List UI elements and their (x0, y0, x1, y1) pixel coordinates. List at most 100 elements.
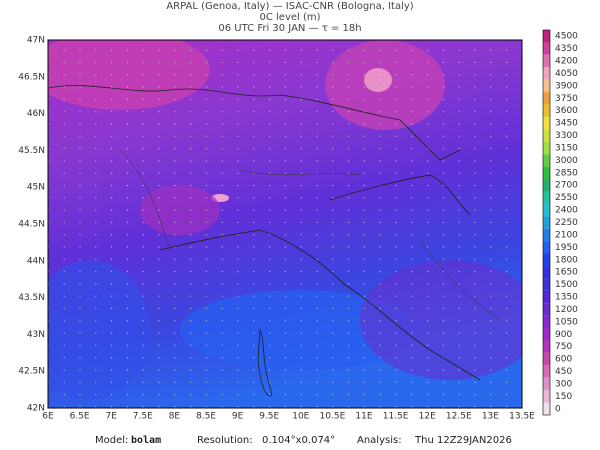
lat-label: 47N (27, 36, 45, 46)
analysis: Thu 12Z29JAN2026 (414, 435, 512, 446)
header-line: 06 UTC Fri 30 JAN — τ = 18h (218, 23, 361, 34)
lat-label: 42.5N (18, 367, 45, 377)
lat-label: 44N (27, 256, 45, 266)
colorbar-label: 2250 (555, 218, 578, 228)
lon-label: 8.5E (196, 412, 216, 422)
lat-label: 46.5N (18, 72, 45, 82)
lon-label: 13E (482, 412, 499, 422)
colorbar-swatch (543, 54, 550, 68)
colorbar-swatch (543, 265, 550, 279)
colorbar-swatch (543, 203, 550, 217)
lon-label: 12.5E (446, 412, 472, 422)
colorbar-frame (542, 29, 551, 416)
colorbar-label: 3150 (555, 143, 578, 153)
colorbar-swatch (543, 352, 550, 366)
lon-label: 7E (105, 412, 117, 422)
lat-label: 43.5N (18, 293, 45, 303)
colorbar-label: 1350 (555, 293, 578, 303)
model-label: Model: (95, 435, 128, 446)
colorbar-label: 1800 (555, 255, 578, 265)
lon-label: 10E (292, 412, 309, 422)
colorbar-swatch (543, 154, 550, 167)
colorbar-swatch (543, 241, 550, 254)
lon-label: 6.5E (70, 412, 90, 422)
lon-label: 7.5E (133, 412, 153, 422)
lon-label: 11E (355, 412, 372, 422)
colorbar-swatch (543, 179, 550, 192)
colorbar-label: 1200 (555, 305, 578, 315)
model: bolam (131, 435, 161, 446)
lat-label: 42N (27, 404, 45, 414)
colorbar-swatch (543, 402, 550, 415)
colorbar-label: 1500 (555, 280, 578, 290)
colorbar-label: 3300 (555, 131, 578, 141)
lon-label: 8E (169, 412, 181, 422)
colorbar-label: 750 (555, 342, 572, 352)
footer: Model: bolam Resolution: 0.104°x0.074° A… (95, 435, 512, 446)
colorbar-label: 2400 (555, 206, 578, 216)
colorbar-swatch (543, 191, 550, 204)
resolution: 0.104°x0.074° (262, 435, 335, 446)
lat-label: 44.5N (18, 220, 45, 230)
colorbar-swatch (543, 79, 550, 93)
lat-label: 45.5N (18, 146, 45, 156)
colorbar-label: 1050 (555, 317, 578, 327)
colorbar-label: 2850 (555, 168, 578, 178)
colorbar-label: 2550 (555, 193, 578, 203)
lon-label: 10.5E (320, 412, 346, 422)
lon-label: 12E (419, 412, 436, 422)
colorbar-label: 150 (555, 392, 572, 402)
lon-label: 13.5E (509, 412, 535, 422)
header-line: 0C level (m) (259, 12, 320, 23)
lat-label: 46N (27, 109, 45, 119)
colorbar-label: 4500 (555, 32, 578, 42)
resolution-label: Resolution: (197, 435, 253, 446)
colorbar-swatch (543, 67, 550, 80)
colorbar-label: 450 (555, 367, 572, 377)
colorbar-swatch (543, 104, 550, 117)
lon-label: 6E (42, 412, 54, 422)
colorbar-swatch (543, 340, 550, 353)
colorbar-swatch (543, 42, 550, 55)
colorbar-swatch (543, 328, 550, 341)
colorbar-swatch (543, 315, 550, 329)
colorbar-label: 1950 (555, 243, 578, 253)
map-field (48, 40, 522, 408)
colorbar-label: 3450 (555, 119, 578, 129)
map-frame (47, 39, 523, 409)
colorbar-swatch (543, 278, 550, 291)
colorbar-label: 4050 (555, 69, 578, 79)
lon-label: 9.5E (259, 412, 279, 422)
colorbar-label: 4200 (555, 57, 578, 67)
colorbar-swatch (543, 377, 550, 391)
colorbar-swatch (543, 228, 550, 242)
colorbar-swatch (543, 30, 550, 43)
colorbar-label: 2100 (555, 230, 578, 240)
colorbar-swatch (543, 216, 550, 229)
lat-label: 43N (27, 330, 45, 340)
colorbar-swatch (543, 290, 550, 304)
colorbar-label: 3750 (555, 94, 578, 104)
colorbar-label: 300 (555, 379, 572, 389)
colorbar-label: 2700 (555, 181, 578, 191)
header-line: ARPAL (Genoa, Italy) — ISAC-CNR (Bologna… (166, 1, 413, 12)
lat-label: 45N (27, 183, 45, 193)
colorbar-swatch (543, 166, 550, 180)
colorbar-swatch (543, 303, 550, 316)
colorbar-swatch (543, 253, 550, 266)
colorbar: 4500435042004050390037503600345033003150… (542, 29, 578, 416)
map-axes: 47N 46.5N 46N 45.5N 45N 44.5N 44N 43.5N 43N 42.5N… (18, 36, 535, 422)
colorbar-label: 3900 (555, 81, 578, 91)
colorbar-label: 3000 (555, 156, 578, 166)
colorbar-swatch (543, 129, 550, 142)
colorbar-swatch (543, 390, 550, 403)
colorbar-label: 3600 (555, 106, 578, 116)
colorbar-label: 0 (555, 404, 561, 414)
colorbar-label: 600 (555, 355, 572, 365)
colorbar-swatch (543, 116, 550, 130)
lon-label: 9E (232, 412, 244, 422)
colorbar-swatch (543, 141, 550, 155)
lon-label: 11.5E (383, 412, 409, 422)
